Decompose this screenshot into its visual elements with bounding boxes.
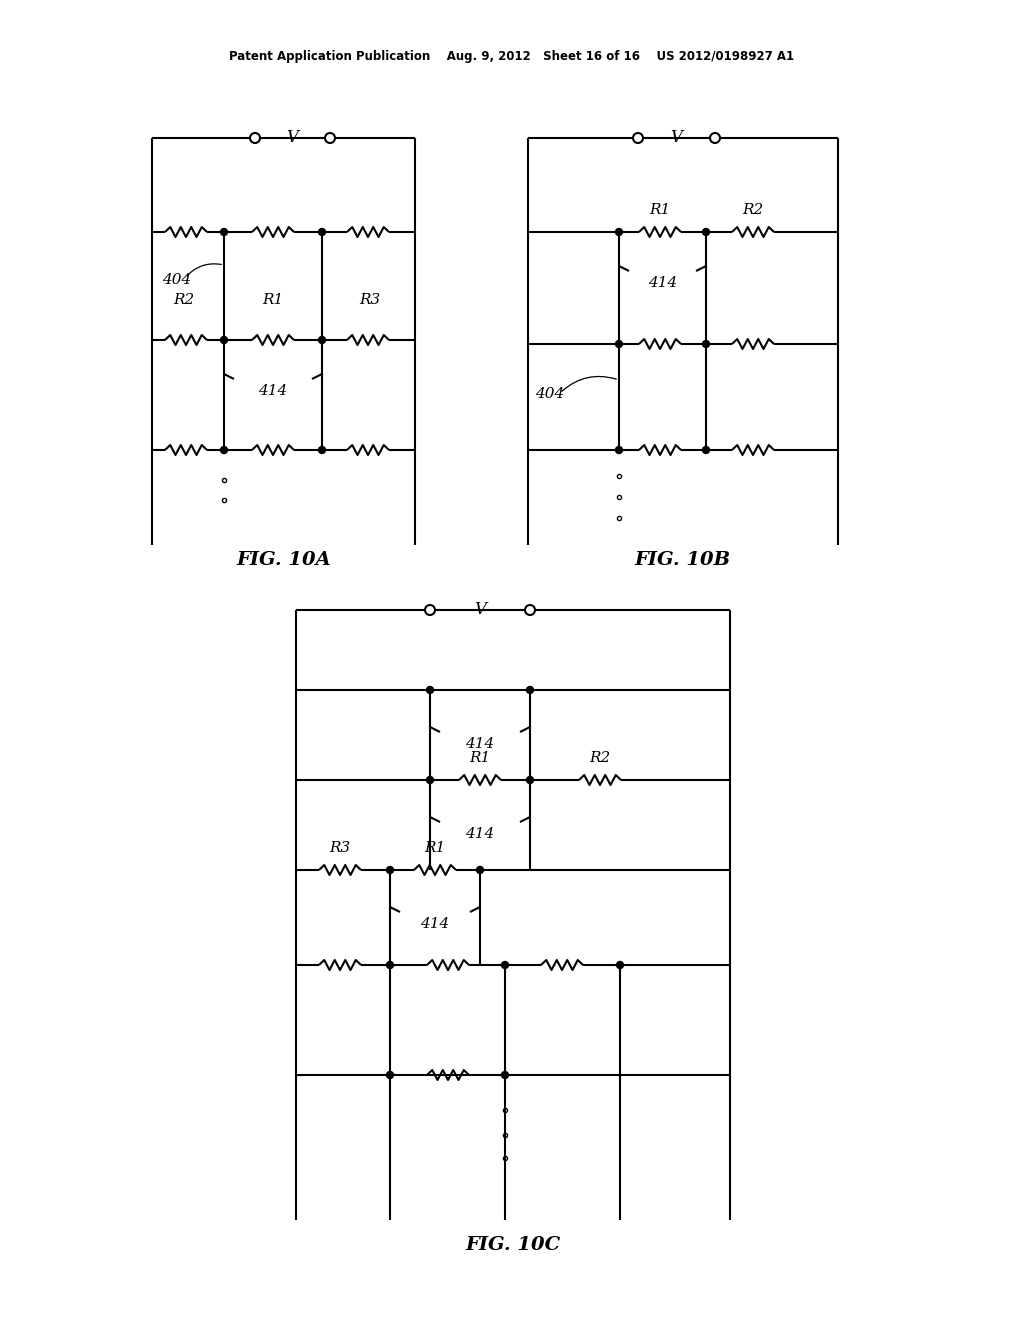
Text: R1: R1 [424,841,445,855]
Circle shape [702,341,710,347]
Circle shape [220,446,227,454]
Text: 414: 414 [258,384,288,399]
Circle shape [502,1072,509,1078]
Text: R2: R2 [742,203,764,216]
Text: R3: R3 [330,841,350,855]
Circle shape [386,866,393,874]
Text: 414: 414 [465,828,495,841]
Text: R3: R3 [359,293,381,308]
Text: 414: 414 [421,917,450,931]
Text: 404: 404 [535,387,564,401]
Text: FIG. 10A: FIG. 10A [237,550,331,569]
Text: R2: R2 [173,293,195,308]
Circle shape [427,686,433,693]
Circle shape [616,961,624,969]
Circle shape [615,446,623,454]
Text: R2: R2 [590,751,610,766]
Text: V: V [671,129,683,147]
Circle shape [250,133,260,143]
Circle shape [526,776,534,784]
Circle shape [526,686,534,693]
Circle shape [633,133,643,143]
Circle shape [425,605,435,615]
Circle shape [386,1072,393,1078]
Circle shape [615,341,623,347]
Circle shape [710,133,720,143]
Text: V: V [287,129,299,147]
Text: 414: 414 [648,276,677,290]
Circle shape [220,337,227,343]
Circle shape [318,446,326,454]
Circle shape [318,337,326,343]
Circle shape [318,228,326,235]
Text: FIG. 10B: FIG. 10B [635,550,731,569]
Circle shape [220,228,227,235]
Text: 404: 404 [162,273,191,286]
Circle shape [702,228,710,235]
Text: R1: R1 [262,293,284,308]
Circle shape [476,866,483,874]
Text: R1: R1 [469,751,490,766]
Circle shape [502,961,509,969]
Circle shape [615,228,623,235]
Text: V: V [474,602,486,619]
Circle shape [702,446,710,454]
Text: Patent Application Publication    Aug. 9, 2012   Sheet 16 of 16    US 2012/01989: Patent Application Publication Aug. 9, 2… [229,50,795,63]
Text: 414: 414 [465,737,495,751]
Circle shape [386,961,393,969]
Text: FIG. 10C: FIG. 10C [466,1236,560,1254]
Circle shape [525,605,535,615]
Text: R1: R1 [649,203,671,216]
Circle shape [325,133,335,143]
Circle shape [427,776,433,784]
